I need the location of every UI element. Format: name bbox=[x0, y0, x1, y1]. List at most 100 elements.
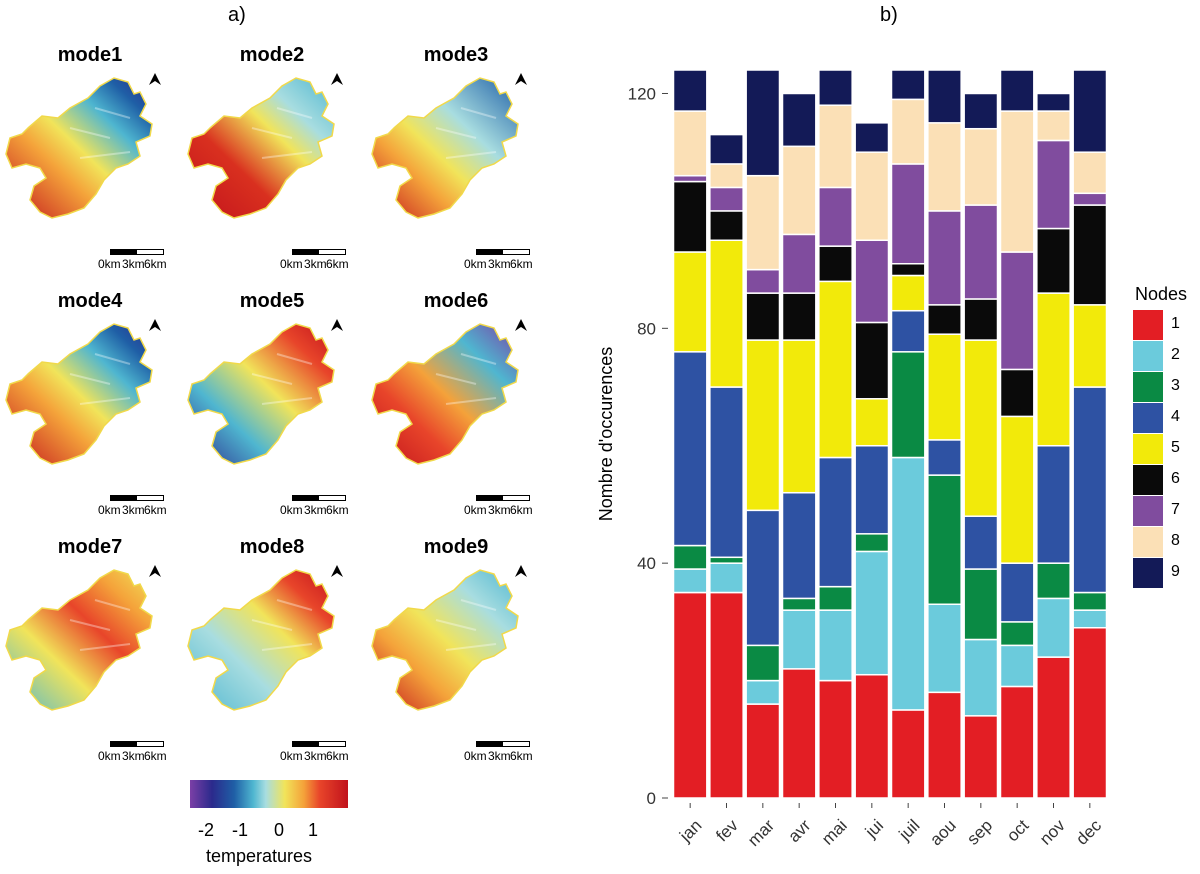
map-region-shape bbox=[371, 323, 519, 465]
scale-label: 0km bbox=[280, 257, 303, 271]
terrain-map bbox=[5, 569, 153, 711]
bar-segment bbox=[745, 509, 781, 647]
x-tick-label: mai bbox=[818, 816, 851, 849]
bar-segment bbox=[1036, 139, 1071, 230]
bar-segment bbox=[781, 339, 817, 494]
y-tick-label: 40 bbox=[637, 554, 656, 573]
map-region-shape bbox=[5, 569, 153, 711]
valley-line bbox=[435, 127, 477, 139]
valley-line bbox=[435, 373, 477, 385]
scale-label: 0km bbox=[464, 257, 487, 271]
x-tick-label: fev bbox=[712, 816, 742, 846]
y-tick-label: 80 bbox=[637, 319, 656, 338]
bar-segment bbox=[781, 92, 817, 148]
bar-segment bbox=[672, 251, 708, 353]
valley-line bbox=[261, 151, 313, 159]
scale-label: 3km bbox=[488, 503, 511, 517]
scale-label: 0km bbox=[98, 503, 121, 517]
scale-label: 6km bbox=[144, 257, 167, 271]
terrain-map bbox=[5, 323, 153, 465]
legend-label: 8 bbox=[1171, 532, 1180, 549]
legend-label: 1 bbox=[1171, 315, 1180, 332]
bar-segment bbox=[854, 239, 890, 324]
bar-segment bbox=[854, 444, 890, 535]
bar-segment bbox=[745, 703, 781, 799]
legend-swatch bbox=[1133, 434, 1163, 464]
terrain-map bbox=[187, 323, 335, 465]
map-region-shape bbox=[371, 77, 519, 219]
map-title: mode9 bbox=[423, 536, 489, 558]
scale-bar: 0km 3km 6km bbox=[464, 741, 554, 763]
bar-segment bbox=[672, 69, 708, 112]
x-tick-label: sep bbox=[963, 816, 996, 849]
scale-bar: 0km 3km 6km bbox=[98, 495, 188, 517]
legend-swatch bbox=[1133, 496, 1163, 526]
bar-segment bbox=[963, 638, 999, 717]
bar-segment bbox=[1036, 562, 1071, 600]
bar-segment bbox=[745, 69, 781, 177]
scale-label: 3km bbox=[122, 257, 145, 271]
legend-label: 4 bbox=[1171, 408, 1180, 425]
y-tick-label: 0 bbox=[647, 789, 656, 808]
bar-segment bbox=[781, 292, 817, 341]
x-tick-label: avr bbox=[784, 816, 814, 846]
bar-segment bbox=[818, 585, 853, 611]
bar-segment bbox=[1036, 597, 1071, 658]
scale-label: 6km bbox=[510, 749, 533, 763]
bar-segment bbox=[672, 174, 708, 183]
bar-segment bbox=[854, 550, 890, 676]
legend-label: 5 bbox=[1171, 439, 1180, 456]
scale-bar: 0km 3km 6km bbox=[464, 495, 554, 517]
legend-item: 6 bbox=[1133, 465, 1193, 495]
scale-label: 6km bbox=[510, 503, 533, 517]
valley-line bbox=[79, 151, 131, 159]
map-panel: mode9 0km 3km 6km bbox=[366, 536, 546, 766]
legend-label: 6 bbox=[1171, 470, 1180, 487]
scale-bar: 0km 3km 6km bbox=[98, 249, 188, 271]
bar-segment bbox=[890, 309, 926, 353]
legend-swatch bbox=[1133, 310, 1163, 340]
bar-segment bbox=[818, 609, 853, 682]
bar-segment bbox=[890, 69, 926, 101]
scale-label: 0km bbox=[464, 749, 487, 763]
valley-line bbox=[79, 643, 131, 651]
bar-segment bbox=[999, 368, 1035, 418]
bar-segment bbox=[890, 98, 926, 165]
valley-line bbox=[94, 353, 131, 365]
legend-label: 3 bbox=[1171, 377, 1180, 394]
bar-segment bbox=[781, 491, 817, 600]
x-tick-label: dec bbox=[1072, 816, 1105, 849]
colorbar-title: temperatures bbox=[206, 846, 313, 866]
scale-bar: 0km 3km 6km bbox=[98, 741, 188, 763]
bar-segment bbox=[927, 122, 962, 212]
north-arrow-icon bbox=[515, 319, 527, 331]
bar-segment bbox=[709, 386, 744, 559]
valley-line bbox=[79, 397, 131, 405]
legend-swatch bbox=[1133, 372, 1163, 402]
bar-segment bbox=[1072, 626, 1108, 799]
bar-segment bbox=[1036, 92, 1071, 112]
scale-label: 0km bbox=[464, 503, 487, 517]
legend-swatch bbox=[1133, 465, 1163, 495]
scale-bar: 0km 3km 6km bbox=[280, 741, 370, 763]
bar-segment bbox=[1072, 386, 1108, 594]
bar-segment bbox=[781, 668, 817, 799]
bar-segment bbox=[672, 544, 708, 570]
bar-segment bbox=[890, 351, 926, 459]
north-arrow-icon bbox=[149, 565, 161, 577]
x-tick-label: juil bbox=[895, 816, 924, 845]
bar-segment bbox=[963, 715, 999, 799]
bar-segment bbox=[1072, 69, 1108, 153]
bar-segment bbox=[781, 597, 817, 611]
scale-label: 6km bbox=[326, 503, 349, 517]
scale-label: 0km bbox=[280, 503, 303, 517]
bar-segment bbox=[890, 163, 926, 265]
scale-label: 3km bbox=[304, 257, 327, 271]
scale-bar: 0km 3km 6km bbox=[464, 249, 554, 271]
bar-segment bbox=[999, 69, 1035, 112]
bar-segment bbox=[854, 122, 890, 153]
panel-a-label: a) bbox=[228, 4, 246, 26]
colorbar-gradient bbox=[190, 780, 348, 808]
bar-segment bbox=[1036, 444, 1071, 564]
legend-swatch bbox=[1133, 403, 1163, 433]
